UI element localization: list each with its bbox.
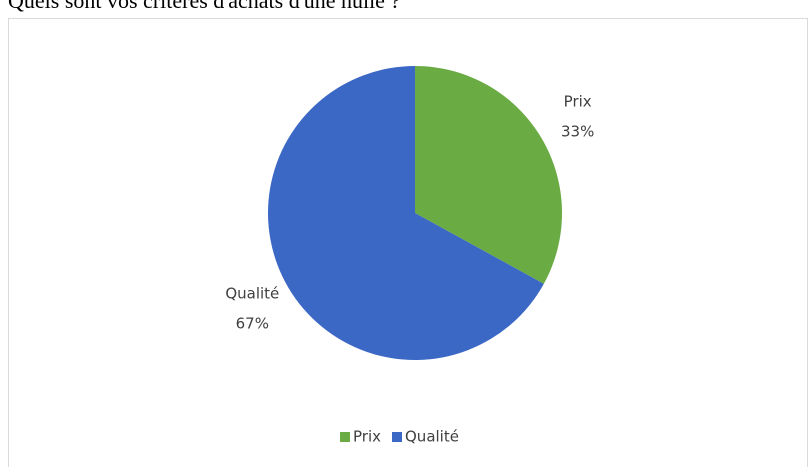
slice-value-label: 67% (236, 315, 269, 333)
slice-category-label: Prix (564, 92, 592, 110)
slice-value-label: 33% (561, 122, 594, 140)
chart-title: Quels sont vos critères d'achats d'une h… (8, 0, 400, 13)
legend-label: Prix (353, 428, 381, 446)
pie-slice (415, 66, 562, 284)
legend-swatch (392, 432, 402, 442)
slice-category-label: Qualité (225, 285, 279, 303)
pie-slice (267, 66, 544, 360)
legend-swatch (340, 432, 350, 442)
legend-label: Qualité (405, 428, 459, 446)
